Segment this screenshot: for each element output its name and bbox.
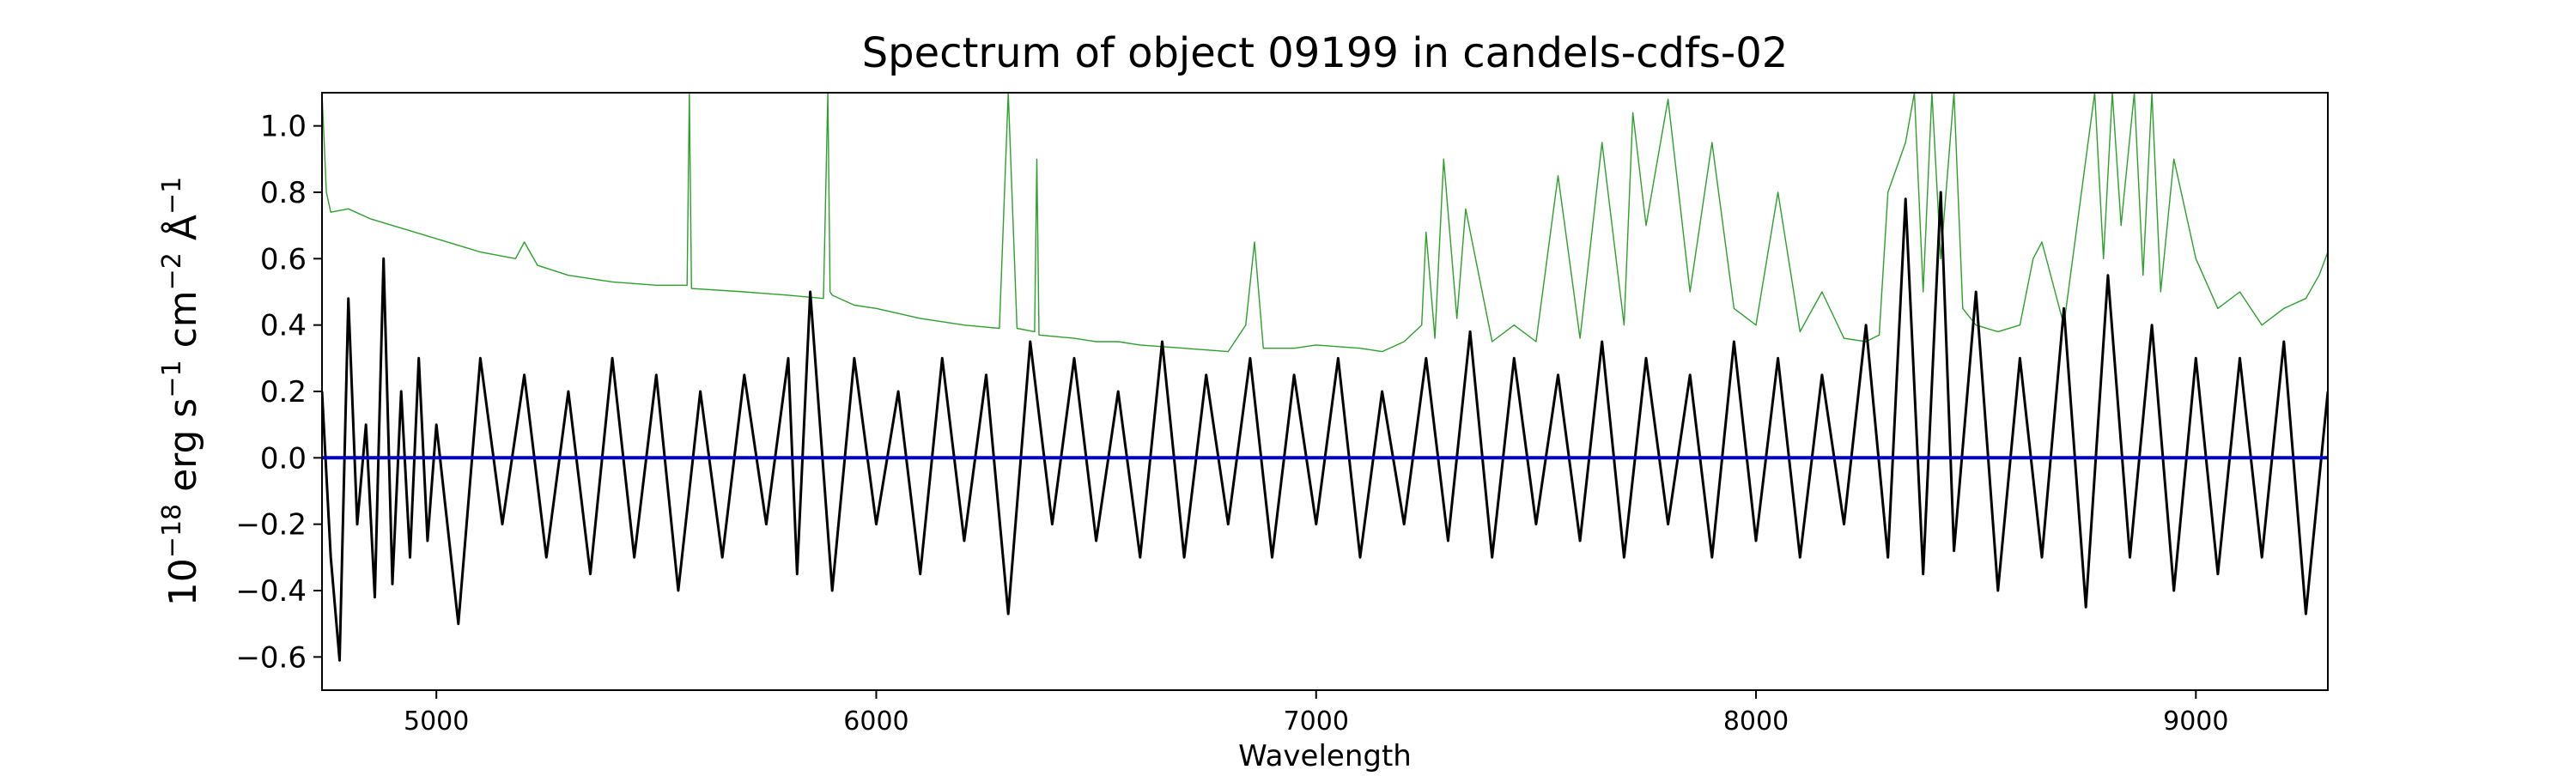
x-tick-label: 7000: [1284, 706, 1349, 737]
y-label-mid3: Å: [160, 215, 205, 252]
y-tick-label: 0.0: [260, 441, 307, 476]
y-tick-label: −0.4: [235, 574, 307, 609]
x-tick-label: 9000: [2163, 706, 2228, 737]
y-tick-label: −0.6: [235, 640, 307, 675]
x-tick-label: 6000: [843, 706, 908, 737]
y-axis-ticks: −0.6 −0.4 −0.2 0.0 0.2 0.4 0.6 0.8 1.0: [235, 110, 322, 675]
y-axis-label: 10−18 erg s−1 cm−2 Å−1: [157, 177, 205, 606]
y-tick-label: 0.6: [260, 242, 307, 276]
series-line-error: [322, 93, 2328, 353]
y-tick-label: 0.2: [260, 375, 307, 409]
x-tick-label: 8000: [1723, 706, 1789, 737]
series-line-flux: [322, 191, 2328, 662]
y-tick-label: 0.8: [260, 176, 307, 210]
x-axis-label: Wavelength: [1238, 739, 1412, 773]
y-label-exp3: −2: [157, 252, 187, 290]
y-tick-label: −0.2: [235, 508, 307, 543]
y-label-mid1: erg s: [161, 398, 205, 504]
y-label-prefix: 10: [161, 558, 205, 606]
chart-title: Spectrum of object 09199 in candels-cdfs…: [862, 29, 1789, 77]
plot-frame: [321, 92, 2329, 691]
x-axis-ticks: 5000 6000 7000 8000 9000: [404, 690, 2228, 737]
y-label-exp4: −1: [157, 177, 187, 215]
y-tick-label: 0.4: [260, 309, 307, 343]
plot-area: [322, 93, 2328, 662]
y-tick-label: 1.0: [260, 110, 307, 144]
y-label-exp2: −1: [157, 360, 187, 397]
y-label-mid2: cm: [161, 290, 205, 360]
y-label-exp1: −18: [157, 504, 187, 558]
x-tick-label: 5000: [404, 706, 469, 737]
